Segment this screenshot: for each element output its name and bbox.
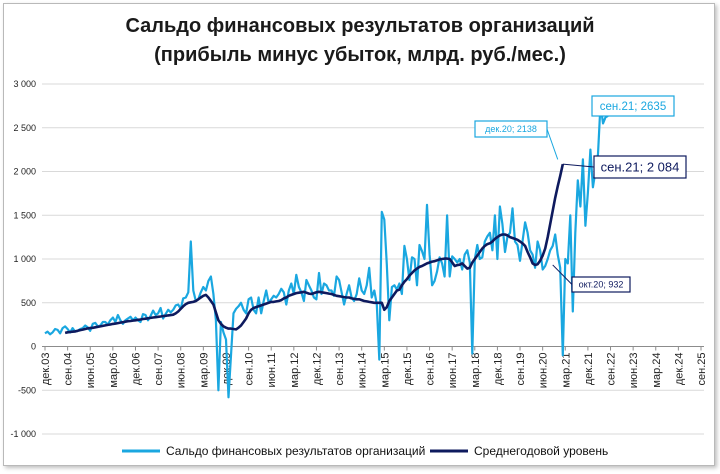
annotation-label: сен.21; 2 084 — [601, 160, 680, 175]
annotations-group: сен.21; 2635 сен.21; 2 084 дек.20; 2138 окт… — [474, 95, 687, 293]
annotation-label: окт.20; 932 — [579, 280, 624, 290]
x-tick-label: июн.05 — [85, 353, 97, 389]
chart-title-line1: Сальдо финансовых результатов организаци… — [125, 15, 594, 37]
chart-svg: Сальдо финансовых результатов организаци… — [10, 15, 708, 458]
y-tick-label: 3 000 — [13, 79, 36, 89]
x-tick-label: дек.24 — [673, 353, 685, 386]
y-tick-label: 0 — [31, 342, 36, 352]
x-tick-label: июн.14 — [357, 353, 369, 389]
y-tick-label: 2 500 — [13, 123, 36, 133]
annotation-leader — [552, 264, 573, 285]
x-tick-label: мар.18 — [470, 353, 482, 388]
x-tick-label: сен.16 — [425, 353, 437, 386]
x-tick-label: мар.15 — [379, 353, 391, 388]
y-axis: -1 000 -500 0 500 1 000 1 500 2 000 2 500 3 000 — [10, 79, 36, 439]
x-tick-label: сен.19 — [515, 353, 527, 386]
x-tick-label: дек.06 — [130, 353, 142, 386]
annotation-label: дек.20; 2138 — [485, 124, 537, 134]
x-tick-label: дек.15 — [402, 353, 414, 386]
y-tick-label: -1 000 — [10, 429, 36, 439]
annotation-leader — [546, 128, 559, 160]
legend-label-average: Среднегодовой уровень — [474, 444, 608, 458]
series-line-average — [64, 163, 565, 335]
x-tick-label: сен.25 — [696, 353, 708, 386]
x-tick-label: дек.12 — [311, 353, 323, 386]
x-tick-label: мар.09 — [198, 353, 210, 388]
x-tick-label: сен.10 — [244, 353, 256, 386]
x-tick-label: июн.11 — [266, 353, 278, 388]
annotation-box — [591, 95, 675, 117]
x-axis: дек.03 сен.04 июн.05 мар.06 дек.06 сен.07 июн.… — [40, 346, 708, 389]
annotation-leader — [562, 163, 595, 168]
x-tick-label: сен.04 — [63, 353, 75, 386]
x-tick-label: июн.17 — [447, 353, 459, 389]
legend: Сальдо финансовых результатов организаци… — [122, 444, 608, 458]
x-tick-label: мар.12 — [289, 353, 301, 388]
x-tick-label: июн.23 — [628, 353, 640, 389]
annotation-box — [593, 155, 687, 179]
x-tick-label: дек.03 — [40, 353, 52, 386]
legend-label-balance: Сальдо финансовых результатов организаци… — [166, 444, 425, 458]
y-tick-label: 500 — [21, 298, 36, 308]
x-tick-label: июн.20 — [538, 353, 550, 389]
annotation-box — [571, 276, 631, 293]
chart-frame: Сальдо финансовых результатов организаци… — [3, 3, 715, 466]
y-tick-label: -500 — [18, 385, 36, 395]
x-tick-label: дек.18 — [492, 353, 504, 386]
x-tick-label: сен.13 — [334, 353, 346, 386]
series-group — [44, 102, 609, 399]
y-tick-label: 1 500 — [13, 210, 36, 220]
x-tick-label: мар.21 — [560, 353, 572, 388]
y-tick-label: 2 000 — [13, 167, 36, 177]
annotation-label: сен.21; 2635 — [600, 101, 666, 113]
x-tick-label: июн.08 — [176, 353, 188, 389]
x-tick-label: дек.21 — [583, 353, 595, 386]
x-tick-label: мар.24 — [651, 353, 663, 388]
annotation-box — [474, 120, 548, 138]
x-tick-label: сен.22 — [606, 353, 618, 386]
y-tick-label: 1 000 — [13, 254, 36, 264]
x-tick-label: мар.06 — [108, 353, 120, 388]
chart-title-line2: (прибыль минус убыток, млрд. руб./мес.) — [154, 44, 566, 66]
x-tick-label: сен.07 — [153, 353, 165, 386]
